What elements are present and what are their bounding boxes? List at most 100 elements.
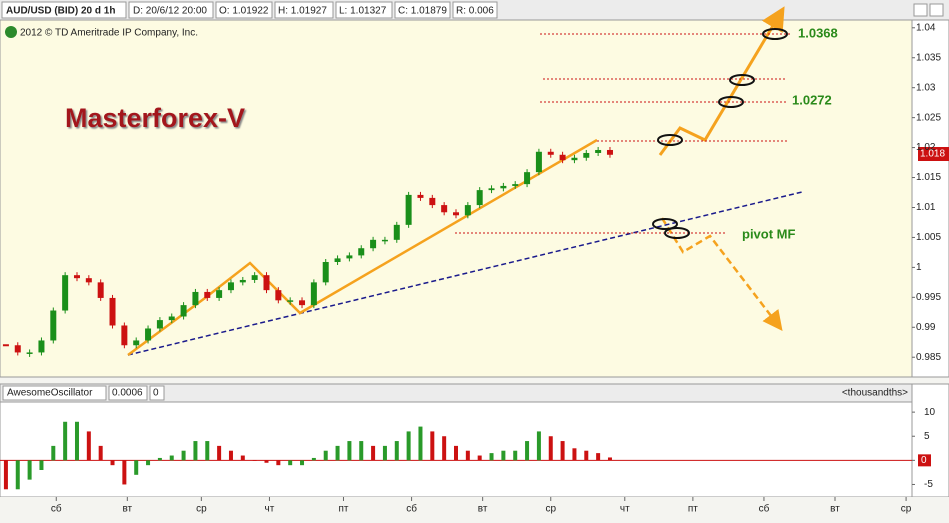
y-tick-label: 1 <box>916 262 922 273</box>
x-tick-label: сб <box>406 503 417 515</box>
range: R: 0.006 <box>456 6 494 17</box>
bar <box>418 426 423 461</box>
x-tick-label: ср <box>901 504 912 515</box>
candle <box>370 239 377 249</box>
candle <box>85 278 92 283</box>
y-tick-label: 1.03 <box>916 82 936 93</box>
bar <box>584 450 589 461</box>
osc-value: 0 <box>153 388 159 399</box>
bar <box>596 453 601 461</box>
info-icon[interactable] <box>5 26 17 38</box>
symbol: AUD/USD (BID) 20 d 1h <box>6 6 115 17</box>
chart-title: Masterforex-V <box>65 103 245 133</box>
candle <box>109 297 116 326</box>
field-box <box>128 1 214 19</box>
candle <box>168 316 175 321</box>
bar <box>323 450 328 461</box>
down-arrow <box>660 217 783 331</box>
y-tick-label: 0.985 <box>916 352 941 363</box>
bar <box>27 460 32 480</box>
candle <box>535 151 542 173</box>
header-fields: AUD/USD (BID) 20 d 1h D: 20/6/12 20:00 O… <box>1 1 944 19</box>
field-box <box>274 1 334 19</box>
bar <box>406 431 411 461</box>
bar <box>240 455 245 461</box>
bar <box>454 445 458 461</box>
candle <box>547 151 554 155</box>
marker-ellipse <box>762 28 788 40</box>
marker-ellipse <box>718 96 744 108</box>
candle <box>121 325 128 346</box>
osc-name: AwesomeOscillator <box>7 388 93 399</box>
candle <box>38 340 45 353</box>
date: D: 20/6/12 20:00 <box>133 6 207 17</box>
field-box <box>394 1 451 19</box>
bar <box>205 441 210 461</box>
field-box <box>452 1 498 19</box>
candle <box>14 345 21 353</box>
bar <box>560 441 565 461</box>
y-tick-label: 5 <box>924 431 930 442</box>
copyright: 2012 © TD Ameritrade IP Company, Inc. <box>20 28 198 39</box>
y-tick-label: 1.01 <box>916 202 936 213</box>
bar <box>122 460 127 485</box>
candle <box>251 275 258 280</box>
bar <box>51 445 56 461</box>
bar <box>548 436 553 461</box>
y-tick-label: 1.04 <box>916 22 936 33</box>
candle <box>192 291 199 306</box>
price-axis <box>911 19 949 378</box>
close: C: 1.01879 <box>398 6 447 17</box>
x-tick-label: чт <box>265 504 275 515</box>
candle <box>322 261 329 283</box>
candle <box>275 290 282 301</box>
bar <box>477 455 482 461</box>
bar <box>489 453 494 461</box>
zero-box <box>918 454 931 467</box>
field-box <box>335 1 393 19</box>
bar <box>228 450 233 461</box>
open: O: 1.01922 <box>219 6 269 17</box>
candle <box>97 282 104 298</box>
y-tick-label: 1.025 <box>916 112 941 123</box>
candle <box>358 248 365 256</box>
bar <box>169 455 174 461</box>
bar <box>98 445 103 461</box>
candle <box>488 188 495 191</box>
candle <box>227 282 234 291</box>
bar <box>347 441 352 461</box>
candle <box>512 184 519 186</box>
candle <box>239 279 246 283</box>
bar <box>335 445 340 461</box>
candle <box>216 290 223 298</box>
candle <box>299 300 306 306</box>
bar <box>217 445 222 461</box>
wave-line <box>127 138 598 357</box>
bar <box>157 457 162 461</box>
candle <box>405 194 412 225</box>
bar <box>252 460 257 461</box>
x-tick-label: чт <box>620 504 630 515</box>
field-box <box>215 1 273 19</box>
annotation: pivot MF <box>742 226 795 241</box>
osc-value: 0.0006 <box>112 388 143 399</box>
annotation: 1.0368 <box>798 25 838 40</box>
candle <box>26 352 33 354</box>
bar <box>181 450 186 461</box>
low: L: 1.01327 <box>339 6 387 17</box>
bar <box>430 431 435 461</box>
bar <box>146 460 151 466</box>
window-button[interactable] <box>929 3 944 17</box>
y-tick-label: 0.99 <box>916 322 936 333</box>
bar <box>465 450 470 461</box>
candle <box>559 154 566 161</box>
x-tick-label: ср <box>545 504 556 515</box>
bar <box>311 457 316 461</box>
candle <box>417 194 424 198</box>
window-button[interactable] <box>913 3 928 17</box>
last-price-box <box>918 147 949 161</box>
x-tick-label: сб <box>51 503 62 515</box>
y-tick-label: 10 <box>924 407 936 418</box>
bar <box>442 436 447 461</box>
